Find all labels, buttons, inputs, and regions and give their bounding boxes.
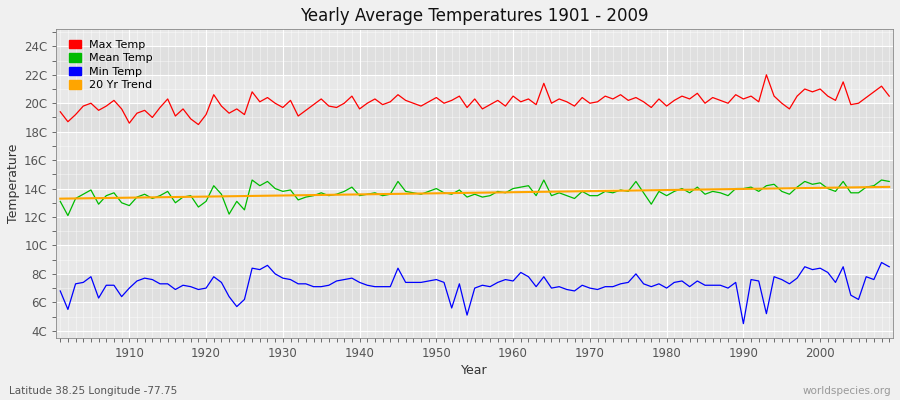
Bar bbox=[57, 160, 893, 188]
Text: worldspecies.org: worldspecies.org bbox=[803, 386, 891, 396]
Bar bbox=[57, 217, 893, 246]
X-axis label: Year: Year bbox=[462, 364, 488, 377]
Bar bbox=[57, 274, 893, 302]
Legend: Max Temp, Mean Temp, Min Temp, 20 Yr Trend: Max Temp, Mean Temp, Min Temp, 20 Yr Tre… bbox=[66, 36, 157, 94]
Title: Yearly Average Temperatures 1901 - 2009: Yearly Average Temperatures 1901 - 2009 bbox=[301, 7, 649, 25]
Text: Latitude 38.25 Longitude -77.75: Latitude 38.25 Longitude -77.75 bbox=[9, 386, 177, 396]
Bar bbox=[57, 103, 893, 132]
Bar bbox=[57, 46, 893, 75]
Y-axis label: Temperature: Temperature bbox=[7, 144, 20, 223]
